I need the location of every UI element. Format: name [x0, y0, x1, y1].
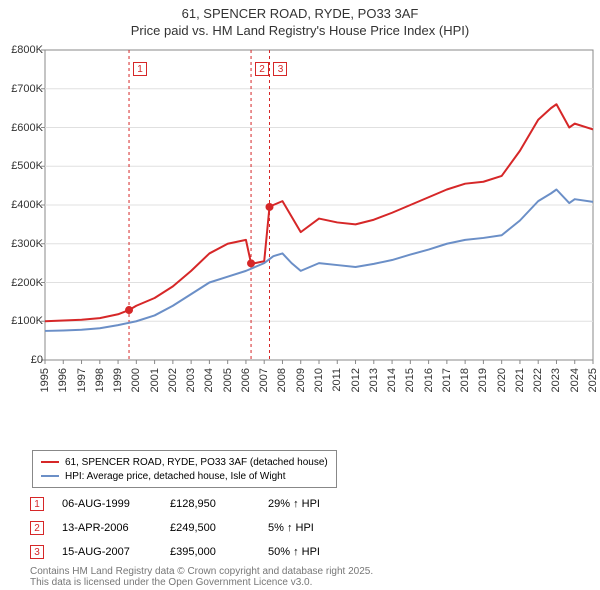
x-tick-label: 2011	[331, 368, 343, 392]
event-date: 15-AUG-2007	[62, 546, 152, 558]
x-tick-label: 1998	[94, 368, 106, 392]
chart-svg	[0, 42, 600, 412]
event-price: £395,000	[170, 546, 250, 558]
x-tick-label: 2019	[477, 368, 489, 392]
y-tick-label: £700K	[3, 83, 43, 95]
x-tick-label: 2008	[276, 368, 288, 392]
x-tick-label: 2004	[203, 368, 215, 392]
chart-area: £0 £100K £200K £300K £400K £500K £600K £700K £80…	[0, 42, 600, 412]
x-tick-label: 2009	[295, 368, 307, 392]
event-marker-box: 2	[255, 62, 269, 76]
legend-swatch	[41, 461, 59, 463]
legend-swatch	[41, 475, 59, 477]
x-tick-label: 2010	[313, 368, 325, 392]
event-delta: 50% ↑ HPI	[268, 546, 358, 558]
attribution-line-1: Contains HM Land Registry data © Crown c…	[30, 566, 373, 577]
title-line-2: Price paid vs. HM Land Registry's House …	[0, 23, 600, 40]
x-tick-label: 2006	[240, 368, 252, 392]
x-tick-label: 2023	[550, 368, 562, 392]
x-tick-label: 2014	[386, 368, 398, 392]
event-date: 06-AUG-1999	[62, 498, 152, 510]
events-table-row: 1 06-AUG-1999 £128,950 29% ↑ HPI	[30, 492, 358, 516]
y-tick-label: £500K	[3, 160, 43, 172]
x-tick-label: 2012	[350, 368, 362, 392]
event-number: 3	[30, 545, 44, 559]
legend-row: 61, SPENCER ROAD, RYDE, PO33 3AF (detach…	[41, 455, 328, 469]
x-tick-label: 2016	[423, 368, 435, 392]
x-tick-label: 1999	[112, 368, 124, 392]
event-date: 13-APR-2006	[62, 522, 152, 534]
event-marker-box: 3	[273, 62, 287, 76]
events-table: 1 06-AUG-1999 £128,950 29% ↑ HPI 2 13-APR-200…	[30, 492, 358, 564]
title-line-1: 61, SPENCER ROAD, RYDE, PO33 3AF	[0, 6, 600, 23]
x-tick-label: 2018	[459, 368, 471, 392]
y-tick-label: £400K	[3, 199, 43, 211]
y-tick-label: £600K	[3, 122, 43, 134]
event-price: £249,500	[170, 522, 250, 534]
event-delta: 5% ↑ HPI	[268, 522, 358, 534]
x-tick-label: 2017	[441, 368, 453, 392]
x-tick-label: 2025	[587, 368, 599, 392]
x-tick-label: 1995	[39, 368, 51, 392]
x-tick-label: 2005	[222, 368, 234, 392]
legend: 61, SPENCER ROAD, RYDE, PO33 3AF (detach…	[32, 450, 337, 488]
y-tick-label: £100K	[3, 315, 43, 327]
x-tick-label: 2013	[368, 368, 380, 392]
x-tick-label: 2015	[404, 368, 416, 392]
x-tick-label: 2002	[167, 368, 179, 392]
events-table-row: 3 15-AUG-2007 £395,000 50% ↑ HPI	[30, 540, 358, 564]
title-area: 61, SPENCER ROAD, RYDE, PO33 3AF Price p…	[0, 0, 600, 42]
legend-row: HPI: Average price, detached house, Isle…	[41, 469, 328, 483]
event-price: £128,950	[170, 498, 250, 510]
x-tick-label: 2000	[130, 368, 142, 392]
x-tick-label: 2020	[496, 368, 508, 392]
x-tick-label: 2024	[569, 368, 581, 392]
y-tick-label: £800K	[3, 44, 43, 56]
legend-label: HPI: Average price, detached house, Isle…	[65, 471, 286, 482]
legend-label: 61, SPENCER ROAD, RYDE, PO33 3AF (detach…	[65, 457, 328, 468]
x-tick-label: 1996	[57, 368, 69, 392]
x-tick-label: 2021	[514, 368, 526, 392]
x-tick-label: 2001	[149, 368, 161, 392]
x-tick-label: 2022	[532, 368, 544, 392]
events-table-row: 2 13-APR-2006 £249,500 5% ↑ HPI	[30, 516, 358, 540]
event-delta: 29% ↑ HPI	[268, 498, 358, 510]
y-tick-label: £200K	[3, 277, 43, 289]
event-number: 1	[30, 497, 44, 511]
event-marker-box: 1	[133, 62, 147, 76]
x-tick-label: 1997	[76, 368, 88, 392]
x-tick-label: 2003	[185, 368, 197, 392]
event-number: 2	[30, 521, 44, 535]
attribution: Contains HM Land Registry data © Crown c…	[30, 566, 373, 588]
y-tick-label: £300K	[3, 238, 43, 250]
y-tick-label: £0	[3, 354, 43, 366]
x-tick-label: 2007	[258, 368, 270, 392]
chart-container: 61, SPENCER ROAD, RYDE, PO33 3AF Price p…	[0, 0, 600, 590]
attribution-line-2: This data is licensed under the Open Gov…	[30, 577, 373, 588]
